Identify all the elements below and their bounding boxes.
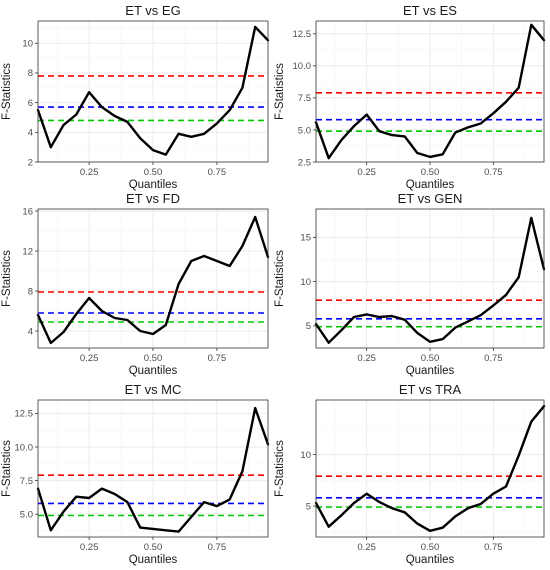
chart-6-x-axis-label: Quantiles [406, 554, 455, 566]
chart-4-y-tick-label: 10 [300, 277, 311, 288]
chart-3-grid [38, 209, 268, 348]
chart-4-x-tick-label: 0.50 [421, 353, 440, 364]
chart-1-x-tick-label: 0.25 [80, 167, 99, 178]
chart-4-x-tick-label: 0.25 [357, 353, 376, 364]
chart-3-x-tick-label: 0.50 [144, 353, 163, 364]
chart-5-y-tick-label: 7.5 [20, 476, 33, 487]
chart-3-y-tick-label: 16 [22, 206, 33, 217]
chart-6-y-tick-label: 5 [306, 501, 311, 512]
chart-2-x-tick-label: 0.50 [421, 167, 440, 178]
chart-6-x-tick-label: 0.75 [484, 542, 503, 553]
chart-3-x-tick-label: 0.75 [208, 353, 227, 364]
chart-6-y-tick-label: 10 [300, 450, 311, 461]
chart-5-y-axis-label: F-Statistics [1, 440, 13, 497]
chart-2-x-tick-label: 0.25 [357, 167, 376, 178]
chart-4-y-tick-label: 5 [306, 321, 311, 332]
chart-6-grid [316, 400, 544, 537]
chart-6-x-tick-label: 0.25 [357, 542, 376, 553]
chart-5-x-tick-label: 0.75 [208, 542, 227, 553]
chart-4-series-line-1 [314, 216, 546, 344]
chart-5-y-tick-label: 10.0 [15, 442, 34, 453]
chart-5-x-tick-label: 0.50 [144, 542, 163, 553]
chart-1-x-tick-label: 0.50 [144, 167, 163, 178]
chart-5-x-axis-label: Quantiles [129, 554, 178, 566]
chart-6-x-tick-label: 0.50 [421, 542, 440, 553]
chart-6-title: ET vs TRA [399, 382, 462, 397]
chart-2-panel: 0.25 0.50 0.75 2.5 5.0 7.5 10.0 12.5 ET vs ES Qua… [274, 3, 546, 191]
chart-3-y-tick-label: 8 [28, 286, 33, 297]
chart-1-y-tick-label: 6 [28, 98, 33, 109]
chart-4-grid [316, 209, 544, 349]
chart-3-x-tick-label: 0.25 [80, 353, 99, 364]
chart-5-panel: 0.25 0.50 0.75 5.0 7.5 10.0 12.5 ET vs MC Quanti… [1, 382, 270, 566]
chart-3-panel: 0.25 0.50 0.75 4 8 12 16 ET vs FD Quantiles F-Sta… [1, 191, 270, 377]
chart-2-y-tick-label: 10.0 [293, 61, 312, 72]
chart-1-y-tick-label: 2 [28, 157, 33, 168]
chart-1-title: ET vs EG [125, 3, 180, 18]
chart-2-y-tick-label: 7.5 [298, 93, 311, 104]
chart-3-x-axis-label: Quantiles [129, 365, 178, 377]
chart-3-y-tick-label: 12 [22, 246, 33, 257]
chart-1-x-tick-label: 0.75 [208, 167, 227, 178]
chart-5-y-tick-label: 12.5 [15, 409, 34, 420]
chart-4-x-axis-label: Quantiles [406, 365, 455, 377]
chart-2-y-tick-label: 2.5 [298, 157, 311, 168]
chart-4-x-tick-label: 0.75 [484, 353, 503, 364]
chart-5-x-tick-label: 0.25 [80, 542, 99, 553]
chart-6-y-axis-label: F-Statistics [274, 440, 286, 497]
chart-4-title: ET vs GEN [398, 191, 463, 206]
chart-2-y-tick-label: 12.5 [293, 29, 312, 40]
chart-6-series-line-1 [314, 405, 546, 532]
chart-5-series-line-1 [36, 406, 270, 533]
chart-1-x-axis-label: Quantiles [129, 179, 178, 191]
chart-2-y-axis-label: F-Statistics [274, 63, 286, 120]
chart-1-panel: 0.25 0.50 0.75 2 4 6 8 10 ET vs EG Quantiles F-Sta… [1, 3, 270, 191]
chart-5-title: ET vs MC [125, 382, 182, 397]
chart-6-panel: 0.25 0.50 0.75 5 10 ET vs TRA Quantiles F-Stati… [274, 382, 546, 566]
chart-2-series-line-1 [314, 23, 546, 160]
chart-1-y-tick-label: 4 [28, 128, 33, 139]
chart-1-y-tick-label: 10 [22, 39, 33, 50]
chart-2-x-tick-label: 0.75 [484, 167, 503, 178]
chart-3-title: ET vs FD [126, 191, 180, 206]
chart-1-series-line-1 [36, 25, 270, 156]
chart-3-series-line-1 [36, 215, 270, 345]
chart-2-title: ET vs ES [403, 3, 457, 18]
chart-1-y-axis-label: F-Statistics [1, 63, 13, 120]
chart-4-panel: 0.25 0.50 0.75 5 10 15 ET vs GEN Quantiles F-Sta… [274, 191, 546, 377]
chart-3-y-axis-label: F-Statistics [1, 250, 13, 307]
chart-4-y-tick-label: 15 [300, 233, 311, 244]
chart-3-y-tick-label: 4 [28, 326, 33, 337]
chart-1-y-tick-label: 8 [28, 68, 33, 79]
chart-4-y-axis-label: F-Statistics [274, 250, 286, 307]
chart-2-y-tick-label: 5.0 [298, 125, 311, 136]
chart-5-grid [38, 400, 268, 537]
chart-2-x-axis-label: Quantiles [406, 179, 455, 191]
chart-5-y-tick-label: 5.0 [20, 509, 33, 520]
